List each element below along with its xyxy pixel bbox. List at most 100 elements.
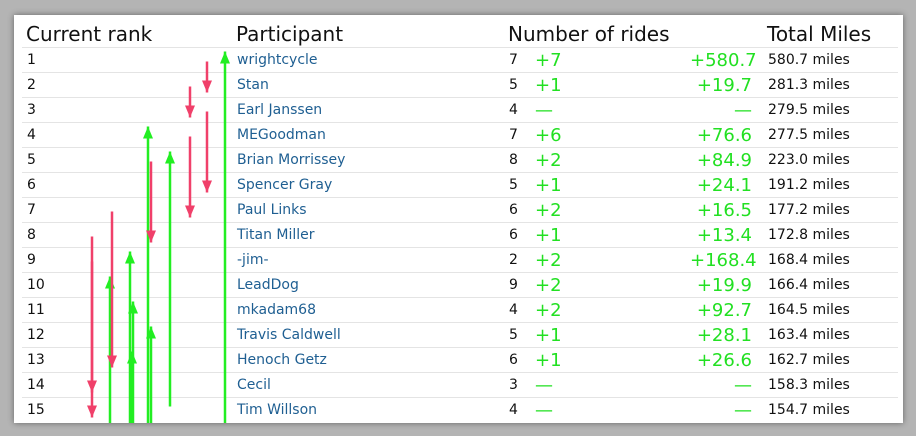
header-total-miles: Total Miles	[767, 22, 872, 46]
total-miles: 154.7 miles	[768, 402, 850, 418]
rank-change-arrows	[87, 51, 230, 423]
rides-count: 7	[509, 52, 518, 68]
total-miles: 166.4 miles	[768, 277, 850, 293]
rides-delta: +1	[535, 225, 562, 246]
rides-delta: +1	[535, 75, 562, 96]
participant-link[interactable]: Travis Caldwell	[237, 327, 341, 343]
total-miles: 168.4 miles	[768, 252, 850, 268]
rides-delta: +7	[535, 50, 562, 71]
table-row: 14 Cecil 3 — — 158.3 miles	[22, 372, 898, 398]
rides-count: 4	[509, 102, 518, 118]
rides-count: 4	[509, 302, 518, 318]
header-number-of-rides: Number of rides	[508, 22, 670, 46]
total-miles: 177.2 miles	[768, 202, 850, 218]
participant-link[interactable]: Henoch Getz	[237, 352, 327, 368]
participant-link[interactable]: mkadam68	[237, 302, 316, 318]
participant-link[interactable]: Stan	[237, 77, 269, 93]
participant-link[interactable]: Titan Miller	[237, 227, 315, 243]
table-row: 12 Travis Caldwell 5 +1 +28.1 163.4 miles	[22, 322, 898, 348]
miles-delta: +84.9	[696, 150, 752, 171]
rides-count: 7	[509, 127, 518, 143]
participant-link[interactable]: wrightcycle	[237, 52, 318, 68]
table-row: 9 -jim- 2 +2 +168.4 168.4 miles	[22, 247, 898, 273]
rank-cell: 13	[27, 352, 45, 368]
participant-link[interactable]: Brian Morrissey	[237, 152, 346, 168]
total-miles: 279.5 miles	[768, 102, 850, 118]
rank-cell: 14	[27, 377, 45, 393]
participant-link[interactable]: Cecil	[237, 377, 271, 393]
leaderboard-card: Current rank Participant Number of rides…	[14, 15, 903, 423]
rank-cell: 4	[27, 127, 36, 143]
total-miles: 277.5 miles	[768, 127, 850, 143]
rides-count: 9	[509, 277, 518, 293]
total-miles: 223.0 miles	[768, 152, 850, 168]
rides-count: 5	[509, 177, 518, 193]
rides-count: 4	[509, 402, 518, 418]
table-row: 11 mkadam68 4 +2 +92.7 164.5 miles	[22, 297, 898, 323]
miles-delta: —	[734, 400, 752, 421]
rides-count: 6	[509, 227, 518, 243]
participant-link[interactable]: Tim Willson	[237, 402, 318, 418]
rides-delta: +1	[535, 325, 562, 346]
total-miles: 580.7 miles	[768, 52, 850, 68]
total-miles: 191.2 miles	[768, 177, 850, 193]
total-miles: 281.3 miles	[768, 77, 850, 93]
table-row: 1 wrightcycle 7 +7 +580.7 580.7 miles	[22, 47, 898, 73]
rides-count: 3	[509, 377, 518, 393]
rides-delta: +2	[535, 275, 562, 296]
rank-cell: 2	[27, 77, 36, 93]
miles-delta: +19.9	[696, 275, 752, 296]
miles-delta: +13.4	[696, 225, 752, 246]
rides-delta: +6	[535, 125, 562, 146]
table-row: 6 Spencer Gray 5 +1 +24.1 191.2 miles	[22, 172, 898, 198]
rank-cell: 7	[27, 202, 36, 218]
rides-delta: —	[535, 375, 553, 396]
rides-count: 5	[509, 77, 518, 93]
rides-count: 5	[509, 327, 518, 343]
rides-delta: —	[535, 100, 553, 121]
total-miles: 162.7 miles	[768, 352, 850, 368]
table-row: 7 Paul Links 6 +2 +16.5 177.2 miles	[22, 197, 898, 223]
rides-delta: +2	[535, 300, 562, 321]
total-miles: 163.4 miles	[768, 327, 850, 343]
participant-link[interactable]: MEGoodman	[237, 127, 326, 143]
participant-link[interactable]: Paul Links	[237, 202, 307, 218]
rides-count: 6	[509, 352, 518, 368]
rides-count: 2	[509, 252, 518, 268]
miles-delta: +76.6	[696, 125, 752, 146]
miles-delta: +580.7	[690, 50, 757, 71]
miles-delta: +26.6	[696, 350, 752, 371]
participant-link[interactable]: -jim-	[237, 252, 269, 268]
table-row: 10 LeadDog 9 +2 +19.9 166.4 miles	[22, 272, 898, 298]
rank-cell: 5	[27, 152, 36, 168]
participant-link[interactable]: LeadDog	[237, 277, 299, 293]
participant-link[interactable]: Earl Janssen	[237, 102, 323, 118]
table-row: 2 Stan 5 +1 +19.7 281.3 miles	[22, 72, 898, 98]
header-participant: Participant	[236, 22, 344, 46]
miles-delta: +92.7	[696, 300, 752, 321]
miles-delta: +19.7	[696, 75, 752, 96]
miles-delta: —	[734, 100, 752, 121]
table-row: 8 Titan Miller 6 +1 +13.4 172.8 miles	[22, 222, 898, 248]
rank-cell: 6	[27, 177, 36, 193]
table-row: 15 Tim Willson 4 — — 154.7 miles	[22, 397, 898, 423]
participant-link[interactable]: Spencer Gray	[237, 177, 333, 193]
table-row: 3 Earl Janssen 4 — — 279.5 miles	[22, 97, 898, 123]
table-row: 5 Brian Morrissey 8 +2 +84.9 223.0 miles	[22, 147, 898, 173]
header-current-rank: Current rank	[26, 22, 153, 46]
rides-delta: +2	[535, 250, 562, 271]
rides-count: 8	[509, 152, 518, 168]
rides-delta: +1	[535, 350, 562, 371]
rides-delta: +1	[535, 175, 562, 196]
rides-count: 6	[509, 202, 518, 218]
miles-delta: +168.4	[690, 250, 757, 271]
rank-cell: 8	[27, 227, 36, 243]
rank-cell: 15	[27, 402, 45, 418]
rides-delta: +2	[535, 200, 562, 221]
table-row: 13 Henoch Getz 6 +1 +26.6 162.7 miles	[22, 347, 898, 373]
miles-delta: +28.1	[696, 325, 752, 346]
rank-cell: 9	[27, 252, 36, 268]
rank-cell: 1	[27, 52, 36, 68]
rank-cell: 12	[27, 327, 45, 343]
total-miles: 158.3 miles	[768, 377, 850, 393]
